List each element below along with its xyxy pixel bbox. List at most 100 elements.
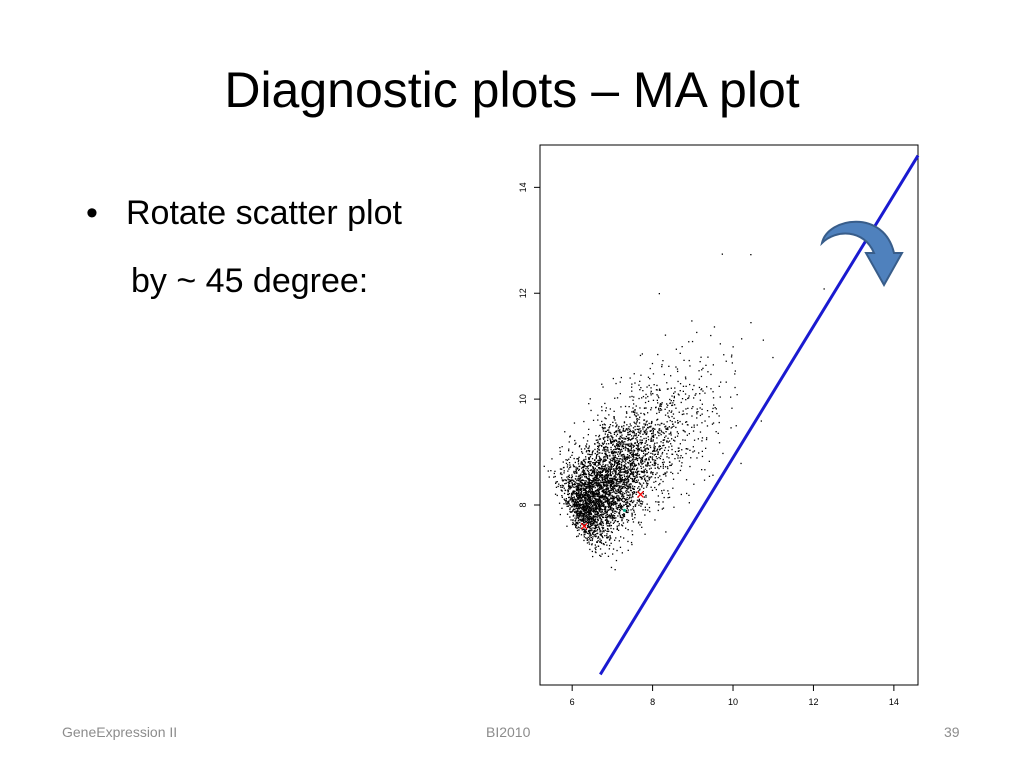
data-point <box>681 423 684 425</box>
data-point <box>645 393 647 396</box>
data-point <box>685 448 688 450</box>
data-point <box>619 502 621 505</box>
data-point <box>625 435 628 438</box>
data-point <box>619 468 621 470</box>
data-point <box>575 519 577 521</box>
data-point <box>588 515 590 517</box>
data-point <box>621 514 624 516</box>
data-point <box>574 520 576 522</box>
data-point <box>626 478 628 480</box>
data-point <box>585 516 587 518</box>
data-point <box>598 503 600 506</box>
data-point <box>654 442 656 444</box>
data-point <box>668 410 670 412</box>
data-point <box>622 517 624 519</box>
data-point <box>626 519 628 521</box>
data-point <box>644 432 646 434</box>
data-point <box>596 500 598 502</box>
data-point <box>600 511 602 513</box>
data-point <box>623 457 626 459</box>
data-point <box>646 471 648 474</box>
data-point <box>610 451 612 453</box>
data-point <box>631 534 634 536</box>
data-point <box>601 510 603 512</box>
data-point <box>595 510 597 513</box>
data-point <box>601 471 603 473</box>
data-point <box>627 485 629 487</box>
data-point <box>594 467 596 469</box>
data-point <box>638 397 640 400</box>
data-point <box>587 526 589 528</box>
data-point <box>689 383 691 386</box>
data-point <box>611 463 613 465</box>
data-point <box>599 541 601 543</box>
data-point <box>571 501 573 503</box>
data-point <box>566 505 568 507</box>
data-point <box>606 436 608 438</box>
data-point <box>594 494 596 496</box>
data-point <box>605 471 607 473</box>
data-point <box>618 495 620 497</box>
data-point <box>645 397 647 399</box>
data-point <box>599 506 602 508</box>
data-point <box>613 451 615 453</box>
data-point <box>730 396 732 398</box>
data-point <box>645 428 648 430</box>
data-point <box>618 512 620 514</box>
data-point <box>640 505 642 507</box>
data-point <box>597 414 599 416</box>
data-point <box>589 490 591 492</box>
data-point <box>617 491 620 494</box>
data-point <box>622 506 624 508</box>
data-point <box>688 397 690 399</box>
data-point <box>574 498 576 500</box>
data-point <box>645 441 647 443</box>
data-point <box>596 521 598 523</box>
data-point <box>612 425 614 427</box>
footer-page-number: 39 <box>944 724 960 740</box>
data-point <box>562 479 565 481</box>
data-point <box>580 480 582 482</box>
data-point <box>653 444 655 446</box>
data-point <box>593 522 595 524</box>
data-point <box>706 386 708 388</box>
data-point <box>618 425 620 428</box>
data-point <box>595 456 597 458</box>
data-point <box>619 478 621 480</box>
data-point <box>582 479 584 481</box>
data-point <box>616 424 618 426</box>
data-point <box>585 498 587 500</box>
data-point <box>588 512 591 515</box>
data-point <box>668 440 671 442</box>
data-point <box>598 502 601 505</box>
data-point <box>629 504 632 506</box>
data-point <box>592 510 594 512</box>
data-point <box>588 543 591 545</box>
data-point <box>605 523 608 525</box>
data-point <box>581 503 584 506</box>
data-point <box>696 408 698 410</box>
data-point <box>674 391 676 393</box>
data-point <box>664 408 666 410</box>
data-point <box>579 445 581 447</box>
data-point <box>610 542 612 544</box>
data-point <box>581 529 583 531</box>
data-point <box>621 485 623 487</box>
data-point <box>631 459 633 461</box>
data-point <box>609 487 611 489</box>
data-point <box>639 432 641 435</box>
data-point <box>588 496 590 499</box>
data-point <box>584 515 586 517</box>
data-point <box>584 505 586 507</box>
data-point <box>640 521 642 524</box>
data-point <box>627 509 630 511</box>
data-point <box>581 507 583 509</box>
data-point <box>624 470 626 472</box>
data-point <box>604 460 606 462</box>
data-point <box>578 468 580 471</box>
data-point <box>577 501 579 503</box>
data-point <box>698 378 700 380</box>
data-point <box>601 487 603 489</box>
data-point <box>597 498 599 500</box>
data-point <box>600 514 603 516</box>
